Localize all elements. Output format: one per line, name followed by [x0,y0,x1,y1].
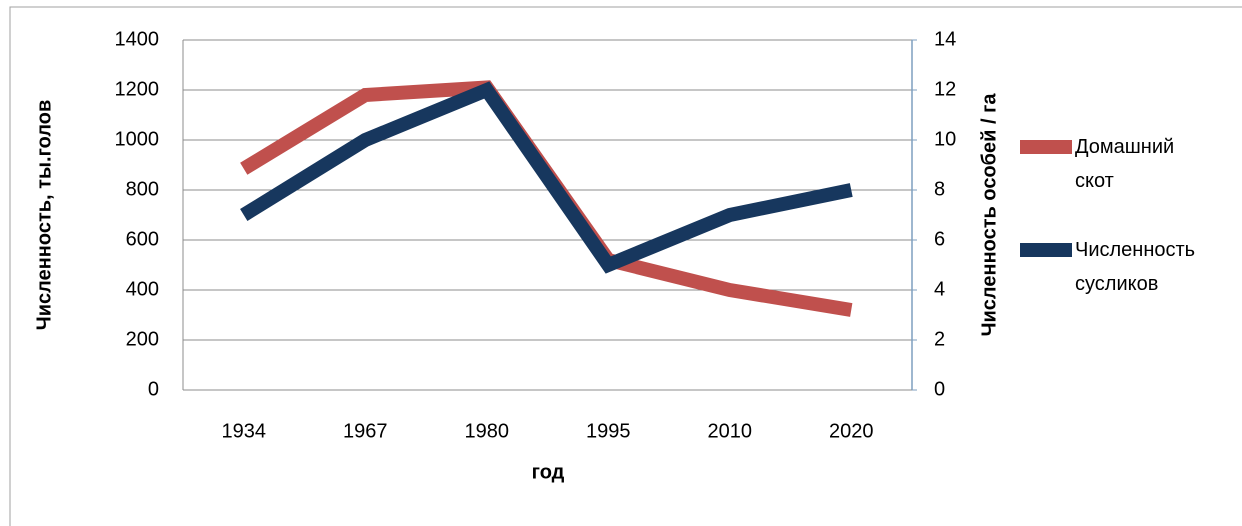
y-tick-label: 400 [126,278,159,300]
y2-tick-label: 4 [934,278,945,300]
x-tick-label: 1980 [465,420,510,442]
y2-tick-label: 0 [934,378,945,400]
y-tick-label: 200 [126,328,159,350]
x-tick-label: 2020 [829,420,874,442]
y-tick-label: 1000 [115,128,160,150]
x-tick-label: 2010 [708,420,753,442]
y2-tick-label: 6 [934,228,945,250]
y-tick-label: 600 [126,228,159,250]
legend-label: Численность сусликов [1075,239,1196,295]
x-tick-label: 1934 [222,420,267,442]
y2-tick-label: 12 [934,78,956,100]
series-line [240,80,853,317]
x-tick-label: 1995 [586,420,631,442]
chart-border [9,6,1242,526]
y-axis-title: Численность, ты.голов [33,100,55,331]
y-tick-label: 0 [148,378,159,400]
series-line [240,81,853,274]
y2-tick-label: 2 [934,328,945,350]
x-axis-title: год [532,461,565,483]
y2-tick-label: 14 [934,28,956,50]
y-tick-label: 1200 [115,78,160,100]
y2-tick-label: 8 [934,178,945,200]
y-tick-label: 1400 [115,28,160,50]
y-tick-label: 800 [126,178,159,200]
x-tick-label: 1967 [343,420,388,442]
legend-label: Домашний скот [1075,136,1175,192]
y2-axis-title: Численность особей / га [978,93,1000,337]
y2-tick-label: 10 [934,128,956,150]
